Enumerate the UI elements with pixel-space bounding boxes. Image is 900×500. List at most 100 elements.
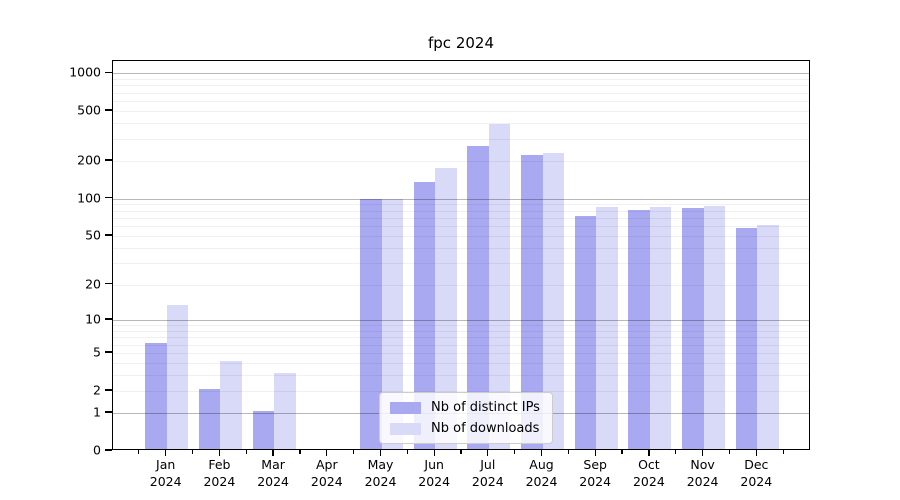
x-tick-mark <box>379 450 382 456</box>
bar-ips <box>628 210 650 449</box>
bar-downloads <box>596 206 618 449</box>
bar-ips <box>574 215 597 449</box>
x-tick-mark <box>540 450 543 456</box>
minor-gridline <box>113 204 809 206</box>
minor-gridline <box>113 226 809 228</box>
legend-swatch <box>390 422 421 435</box>
y-tick-mark <box>105 109 112 111</box>
bar-ips <box>413 182 436 449</box>
x-minor-tick-mark <box>406 450 408 454</box>
y-tick-label: 20 <box>85 276 101 291</box>
minor-gridline <box>113 123 809 125</box>
x-tick-mark <box>648 450 650 456</box>
minor-gridline <box>113 284 809 286</box>
y-tick-label: 200 <box>77 152 101 168</box>
minor-gridline <box>113 353 809 354</box>
legend-item: Nb of distinct IPs <box>390 400 540 415</box>
bar-downloads <box>435 167 457 449</box>
bar-ips <box>521 155 543 449</box>
x-minor-tick-mark <box>675 450 677 454</box>
x-minor-tick-mark <box>299 450 301 454</box>
bar-downloads <box>166 304 189 449</box>
x-tick-label: Sep 2024 <box>579 457 612 489</box>
minor-gridline <box>113 375 809 377</box>
y-tick-mark <box>105 351 112 353</box>
bar-ips <box>360 199 382 449</box>
y-tick-label: 500 <box>77 102 101 118</box>
y-tick-label: 5 <box>93 344 101 360</box>
x-tick-label: Aug 2024 <box>525 457 558 489</box>
x-tick-mark <box>487 450 489 456</box>
x-tick-mark <box>433 450 435 456</box>
x-tick-mark <box>218 450 221 456</box>
x-minor-tick-mark <box>460 450 462 454</box>
x-tick-mark <box>326 450 328 456</box>
x-minor-tick-mark <box>191 450 194 454</box>
x-minor-tick-mark <box>782 450 784 454</box>
y-tick-mark <box>105 389 112 391</box>
major-gridline <box>113 198 809 200</box>
x-minor-tick-mark <box>567 450 570 454</box>
y-tick-label: 10 <box>85 311 101 327</box>
minor-gridline <box>113 247 809 249</box>
x-minor-tick-mark <box>245 450 247 454</box>
minor-gridline <box>113 330 809 332</box>
x-tick-label: Apr 2024 <box>310 457 343 489</box>
bar-downloads <box>220 361 242 449</box>
y-tick-mark <box>105 196 112 199</box>
minor-gridline <box>113 161 809 162</box>
bar-ips <box>252 411 275 449</box>
bar-downloads <box>757 225 779 449</box>
bar-ips <box>682 208 704 449</box>
x-tick-mark <box>165 450 167 456</box>
minor-gridline <box>113 138 809 140</box>
minor-gridline <box>113 325 809 327</box>
minor-gridline <box>113 344 809 346</box>
bar-downloads <box>274 373 296 449</box>
minor-gridline <box>113 111 809 112</box>
y-tick-label: 1 <box>93 404 101 420</box>
x-minor-tick-mark <box>138 450 140 454</box>
bar-ips <box>735 227 758 449</box>
y-tick-mark <box>105 411 112 413</box>
x-minor-tick-mark <box>728 450 731 454</box>
minor-gridline <box>113 78 809 80</box>
y-tick-mark <box>105 159 112 161</box>
x-tick-label: Feb 2024 <box>203 457 236 489</box>
minor-gridline <box>113 210 809 212</box>
x-tick-label: Mar 2024 <box>257 457 289 489</box>
y-tick-mark <box>105 71 112 73</box>
bar-downloads <box>703 206 726 449</box>
x-tick-label: Jul 2024 <box>471 457 504 489</box>
x-tick-mark <box>755 450 757 456</box>
major-gridline <box>113 73 809 75</box>
bar-downloads <box>488 124 511 449</box>
bar-downloads <box>542 152 564 449</box>
x-tick-label: Dec 2024 <box>740 457 773 489</box>
legend-label: Nb of distinct IPs <box>431 400 540 415</box>
legend: Nb of distinct IPs Nb of downloads <box>379 392 553 444</box>
bar-downloads <box>649 206 672 449</box>
x-tick-label: Nov 2024 <box>686 457 719 489</box>
x-tick-label: Oct 2024 <box>632 457 665 489</box>
minor-gridline <box>113 92 809 94</box>
x-tick-mark <box>701 450 704 456</box>
legend-item: Nb of downloads <box>390 421 540 436</box>
chart-title: fpc 2024 <box>428 34 494 52</box>
minor-gridline <box>113 363 809 364</box>
legend-label: Nb of downloads <box>431 421 540 436</box>
minor-gridline <box>113 101 809 103</box>
major-gridline <box>113 319 809 321</box>
minor-gridline <box>113 236 809 237</box>
x-tick-mark <box>272 450 274 456</box>
x-tick-label: Jun 2024 <box>418 457 451 489</box>
x-minor-tick-mark <box>621 450 623 454</box>
bar-downloads <box>381 199 403 449</box>
bar-ips <box>198 388 221 449</box>
x-minor-tick-mark <box>352 450 355 454</box>
bar-ips <box>145 342 167 449</box>
minor-gridline <box>113 390 809 392</box>
gridlines-layer <box>113 61 809 449</box>
y-tick-mark <box>105 234 112 236</box>
